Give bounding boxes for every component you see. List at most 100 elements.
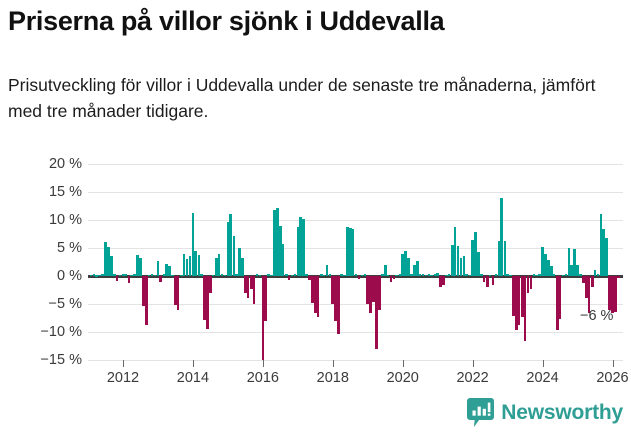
bar [348,227,352,276]
bar [599,214,603,276]
bar [124,273,128,276]
bar [593,270,597,276]
y-axis-tick-label: −10 % [40,324,82,340]
bar [133,274,136,276]
bar [147,274,151,277]
bar [480,274,483,276]
bar [293,274,297,276]
bar [255,274,259,276]
y-axis-tick-label: 10 % [48,212,82,228]
bar [118,274,122,277]
bar [180,274,183,277]
bar [416,261,419,276]
bar [357,276,361,280]
bar [250,276,253,290]
bar [512,276,515,317]
x-axis-tick [332,360,334,367]
bar [517,276,521,326]
bar [410,274,413,276]
bar [316,276,320,318]
bar [445,274,448,277]
bar [284,274,288,276]
bar [287,276,291,281]
bar [95,275,99,277]
bar [386,274,390,277]
x-axis-tick [122,360,124,367]
bar [182,253,186,276]
bar [211,274,215,277]
bar [194,250,197,276]
gridline [88,304,623,305]
bar [115,276,119,282]
bar [555,276,559,330]
x-axis-tick [192,360,194,367]
bar [145,276,148,326]
y-axis-tick-label: 15 % [48,184,82,200]
bar [261,276,265,360]
bar [319,274,323,276]
bar [482,276,486,282]
bar [98,274,101,277]
newsworthy-logo[interactable]: Newsworthy [467,398,623,428]
bar [471,240,474,276]
bar [281,243,285,276]
bar [305,274,308,276]
bar [430,274,433,277]
bar [614,276,617,312]
bar [153,274,157,277]
bar [567,248,571,276]
bar [427,274,431,276]
bar [223,274,227,277]
bar [139,258,142,276]
bar [159,276,162,282]
bar [101,273,104,276]
bar [456,245,460,276]
bar [587,276,591,313]
bar [308,276,311,281]
x-axis-tick [542,360,544,367]
bar [334,276,337,321]
bar [497,241,501,276]
bar [585,276,588,299]
bar [451,244,454,276]
bar [550,265,553,276]
bar [442,276,445,285]
bar [582,276,585,283]
bar [433,274,437,276]
bar [325,264,329,276]
bar [188,255,192,276]
bar [302,218,306,276]
bar [276,207,279,276]
bar [488,274,492,277]
bar [547,260,550,276]
bar [299,217,302,276]
bar [246,276,250,299]
bar [203,276,206,320]
bar [290,274,294,277]
bar [200,274,203,276]
bar [176,276,180,310]
x-axis-tick [472,360,474,367]
bar [238,248,241,276]
bar [383,265,387,276]
bar [112,274,116,276]
bar [279,225,282,276]
bar [229,214,232,276]
bar [226,222,230,276]
bar [579,274,582,276]
bar [360,274,364,277]
bar [558,276,562,319]
page-title: Priserna på villor sjönk i Uddevalla [8,6,445,36]
bar [605,237,608,276]
bar [340,274,343,276]
bar [538,274,542,276]
bar [590,276,594,288]
bar [486,276,489,288]
bar [509,274,512,277]
gridline [88,248,623,249]
y-axis-tick-label: 5 % [57,240,82,256]
bar [241,258,244,276]
x-axis-tick [402,360,404,367]
bar [477,252,480,276]
